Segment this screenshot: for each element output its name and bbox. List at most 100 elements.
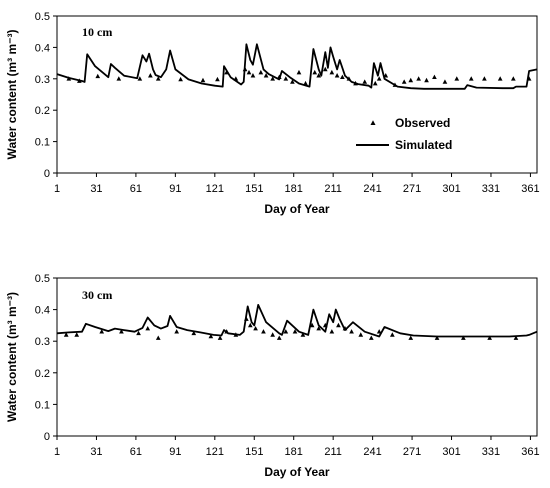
observed-point xyxy=(244,316,249,321)
observed-point xyxy=(303,80,308,86)
observed-point xyxy=(322,322,328,328)
x-tick-label: 31 xyxy=(90,446,102,458)
observed-point xyxy=(200,77,206,83)
y-tick-label: 0.4 xyxy=(35,42,50,54)
observed-point xyxy=(99,329,105,334)
x-axis-label: Day of Year xyxy=(264,465,329,479)
observed-point xyxy=(358,332,364,337)
observed-point xyxy=(346,76,352,81)
observed-point xyxy=(432,74,437,80)
x-tick-label: 271 xyxy=(403,446,421,458)
observed-point xyxy=(353,80,358,86)
observed-point xyxy=(454,76,460,81)
panel-label: 10 cm xyxy=(82,25,112,39)
observed-point xyxy=(247,322,253,328)
observed-point xyxy=(461,335,466,340)
observed-point xyxy=(424,77,429,83)
observed-point xyxy=(340,74,345,80)
y-tick-label: 0.2 xyxy=(35,105,50,117)
observed-point xyxy=(401,79,407,84)
x-axis-label: Day of Year xyxy=(264,202,329,216)
observed-point xyxy=(208,333,214,339)
x-tick-label: 121 xyxy=(206,183,224,195)
x-tick-label: 211 xyxy=(324,183,342,195)
y-tick-label: 0.1 xyxy=(35,137,50,149)
observed-point xyxy=(290,79,295,84)
observed-point xyxy=(242,66,248,72)
x-tick-label: 241 xyxy=(363,446,381,458)
observed-point xyxy=(408,77,414,83)
y-tick-label: 0.2 xyxy=(35,368,50,380)
observed-point xyxy=(372,80,378,86)
observed-point xyxy=(224,329,229,334)
observed-point xyxy=(224,69,229,75)
simulated-line xyxy=(56,303,538,338)
legend-label: Simulated xyxy=(395,138,452,152)
observed-point xyxy=(329,329,335,334)
x-tick-label: 91 xyxy=(169,446,181,458)
x-tick-label: 271 xyxy=(403,183,421,195)
y-tick-label: 0 xyxy=(44,168,50,180)
observed-point xyxy=(482,76,487,81)
observed-point xyxy=(468,76,474,81)
chart-panel-1: 0 0.1 0.2 0.3 0.4 0.5 1 31 61 91 121 151 181 211 241 27… xyxy=(5,11,540,216)
observed-point xyxy=(155,335,161,340)
observed-point xyxy=(296,69,302,75)
observed-point xyxy=(155,76,161,81)
observed-point xyxy=(322,66,328,72)
x-tick-label: 331 xyxy=(482,446,500,458)
simulated-line xyxy=(56,43,538,90)
observed-point xyxy=(74,332,80,337)
x-tick-label: 241 xyxy=(363,183,381,195)
observed-point xyxy=(334,73,340,78)
y-tick-label: 0.3 xyxy=(35,336,50,348)
observed-point xyxy=(497,76,503,81)
observed-point xyxy=(392,82,398,87)
observed-point xyxy=(362,79,368,84)
observed-point xyxy=(376,329,382,334)
y-tick-label: 0.4 xyxy=(35,305,50,317)
observed-point xyxy=(233,76,239,81)
observed-point xyxy=(487,335,492,340)
x-tick-label: 181 xyxy=(285,183,303,195)
x-tick-label: 61 xyxy=(130,446,142,458)
observed-point xyxy=(329,69,335,75)
observed-point xyxy=(316,325,322,331)
legend-observed-marker xyxy=(370,120,376,125)
x-tick-label: 1 xyxy=(54,183,60,195)
observed-point xyxy=(390,332,395,337)
observed-point xyxy=(263,73,269,78)
observed-point xyxy=(246,69,252,75)
x-tick-label: 61 xyxy=(130,183,142,195)
x-tick-label: 211 xyxy=(324,446,342,458)
x-tick-label: 151 xyxy=(245,446,263,458)
x-tick-label: 301 xyxy=(442,446,460,458)
observed-point xyxy=(368,335,374,340)
observed-point xyxy=(215,76,220,82)
legend-label: Observed xyxy=(395,116,450,130)
observed-point xyxy=(270,332,276,337)
chart-panel-2: 0 0.1 0.2 0.3 0.4 0.5 1 31 61 91 121 151 181 211 241 27… xyxy=(5,273,540,479)
observed-point xyxy=(178,76,183,82)
observed-point xyxy=(283,329,289,334)
x-tick-label: 361 xyxy=(521,183,539,195)
y-tick-label: 0.5 xyxy=(35,273,50,285)
observed-point xyxy=(312,69,318,75)
observed-point xyxy=(77,78,82,83)
observed-point xyxy=(292,329,298,334)
observed-point xyxy=(336,322,341,328)
x-tick-label: 121 xyxy=(206,446,224,458)
observed-point xyxy=(349,329,354,334)
y-axis-label: Water content (m³ m⁻³) xyxy=(5,30,19,160)
observed-point xyxy=(300,332,306,337)
observed-point xyxy=(148,73,153,78)
observed-point xyxy=(191,330,197,336)
observed-point xyxy=(250,73,256,78)
observed-point xyxy=(145,325,151,331)
x-tick-label: 331 xyxy=(482,183,500,195)
observed-point xyxy=(513,335,519,340)
observed-point xyxy=(510,76,516,81)
x-tick-label: 361 xyxy=(521,446,539,458)
observed-point xyxy=(66,76,72,81)
